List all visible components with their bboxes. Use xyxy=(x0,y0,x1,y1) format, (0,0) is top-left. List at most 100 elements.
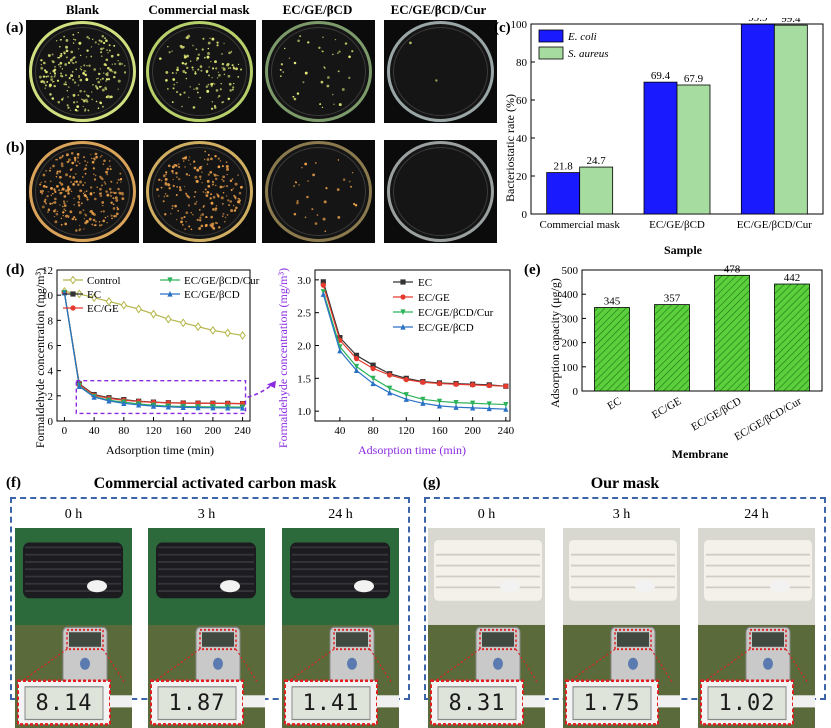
chart-d-point xyxy=(91,393,97,400)
our-time-label: 3 h xyxy=(612,507,631,522)
chart-d-point xyxy=(135,304,142,314)
chart-d-inset-xtick-label: 240 xyxy=(498,425,515,437)
chart-d-inset-point xyxy=(403,377,409,383)
chart-c-xlabel: Sample xyxy=(664,243,703,257)
commercial-mask-photo xyxy=(148,528,265,728)
chart-d-point xyxy=(165,314,172,324)
chart-e-bar xyxy=(774,283,810,392)
chart-d-point xyxy=(90,293,98,303)
chart-c-value-label: 69.4 xyxy=(651,70,671,82)
chart-d-inset-point xyxy=(387,389,393,396)
chart-d-inset-xtick-label: 200 xyxy=(464,425,481,437)
chart-d-point xyxy=(195,404,201,411)
chart-d-inset-ytick-label: 1.5 xyxy=(297,373,311,385)
chart-d-inset-legend-label: EC xyxy=(418,277,432,289)
chart-d-point xyxy=(106,397,112,404)
our-time-label: 0 h xyxy=(477,507,496,522)
chart-c-bar xyxy=(773,24,808,215)
chart-d-ytick-label: 12 xyxy=(42,265,53,277)
chart-d-point xyxy=(105,297,113,306)
our-time-label: 24 h xyxy=(744,507,769,522)
chart-e-value-label: 478 xyxy=(724,263,741,275)
chart-d-inset-point xyxy=(337,347,343,354)
chart-e-bar xyxy=(594,307,630,392)
panel-label-f: (f) xyxy=(6,475,21,491)
chart-d-inset-xtick-label: 80 xyxy=(368,425,380,437)
chart-c-ytick-label: 40 xyxy=(516,133,528,145)
dish-column-ec-ge-bcd: EC/GE/βCD xyxy=(282,2,353,17)
petri-dish-image xyxy=(143,140,256,243)
chart-d-inset-point xyxy=(337,335,343,341)
chart-d-inset-point xyxy=(503,406,509,412)
petri-dish-image xyxy=(143,20,256,123)
chart-d-inset-point xyxy=(320,291,326,297)
chart-d-inset-point xyxy=(420,379,426,385)
chart-d-point xyxy=(194,322,202,332)
panel-label-d: (d) xyxy=(6,262,25,278)
commercial-time-label: 0 h xyxy=(64,507,83,522)
chart-d-ylabel: Formaldehyde concentration (mg/m³) xyxy=(33,268,47,448)
chart-d-inset-point xyxy=(403,392,409,398)
chart-e-xtick-label: EC/GE/βCD xyxy=(689,395,743,433)
chart-d-legend-marker xyxy=(70,291,76,297)
chart-d-ytick-label: 6 xyxy=(48,341,54,353)
chart-d-legend-label: EC xyxy=(87,289,101,301)
our-mask-photo xyxy=(428,528,545,728)
chart-d-point xyxy=(224,328,231,338)
bacteriostatic-chart: Bacteriostatic rate (%) Sample 0 20 40 60 80… xyxy=(503,18,824,257)
chart-d-legend-label: Control xyxy=(87,275,121,287)
chart-d-inset-xtick-label: 160 xyxy=(431,425,448,437)
chart-d-inset-ytick-label: 1.0 xyxy=(297,406,311,418)
chart-c-ytick-label: 20 xyxy=(516,171,528,183)
chart-d-point xyxy=(179,318,187,328)
chart-c-value-label: 21.8 xyxy=(554,161,574,173)
chart-d-inset-point xyxy=(320,282,326,288)
chart-d-inset-series-line xyxy=(322,294,506,410)
chart-d-legend-marker xyxy=(69,275,77,285)
chart-e-xtick-label: EC/GE xyxy=(650,395,684,421)
chart-d-inset-ytick-label: 3.0 xyxy=(297,275,311,287)
chart-c-xtick-label: Commercial mask xyxy=(539,219,620,231)
commercial-meter-reading: 1.87 xyxy=(168,690,226,716)
panel-label-b: (b) xyxy=(6,140,25,156)
chart-e-value-label: 357 xyxy=(664,293,681,305)
chart-c-ytick-label: 60 xyxy=(516,95,528,107)
chart-c-value-label: 24.7 xyxy=(587,155,607,167)
chart-d-inset-point xyxy=(387,372,393,378)
chart-c-bar xyxy=(546,172,581,215)
chart-d-inset-point xyxy=(370,375,376,382)
chart-d-inset-ylabel: Formaldehyde concentration (mg/m³) xyxy=(276,268,290,448)
petri-dish-image xyxy=(262,140,375,243)
chart-d-xtick-label: 80 xyxy=(118,425,130,437)
chart-d-inset-point xyxy=(370,362,376,368)
chart-d-inset-legend-marker xyxy=(400,294,406,300)
chart-d-inset-point xyxy=(436,402,443,409)
chart-d-inset-series-line xyxy=(322,291,506,406)
chart-c-ytick-label: 80 xyxy=(516,57,528,69)
chart-d-inset-point xyxy=(353,356,360,362)
chart-d-inset-point xyxy=(353,363,360,370)
dish-column-commercial-mask: Commercial mask xyxy=(148,2,250,17)
chart-d-inset-point xyxy=(436,398,443,405)
zoom-arrow-head xyxy=(267,380,276,389)
commercial-mask-title: Commercial activated carbon mask xyxy=(93,475,337,492)
chart-d-point xyxy=(165,403,171,410)
chart-d-inset-point xyxy=(470,404,476,411)
our-meter-reading: 8.31 xyxy=(448,690,506,716)
chart-d-point xyxy=(210,404,216,411)
chart-c-ytick-label: 100 xyxy=(511,19,528,31)
chart-e-value-label: 345 xyxy=(604,296,621,308)
chart-d-inset-point xyxy=(387,385,393,392)
chart-d-legend-marker xyxy=(167,290,173,297)
dish-column-blank: Blank xyxy=(65,2,100,17)
our-mask-photo xyxy=(563,528,680,728)
chart-d-inset-point xyxy=(420,396,426,403)
chart-d-ytick-label: 10 xyxy=(42,290,54,302)
dish-column-ec-ge-bcd-cur: EC/GE/βCD/Cur xyxy=(390,2,487,17)
chart-c-xtick-label: EC/GE/βCD xyxy=(649,219,705,231)
chart-e-frame xyxy=(581,269,823,392)
chart-d-xlabel: Adsorption time (min) xyxy=(106,443,214,457)
chart-c-legend-label: S. aureus xyxy=(568,48,609,60)
chart-d-inset-legend-marker xyxy=(400,323,406,330)
chart-c-legend-swatch xyxy=(538,29,564,43)
